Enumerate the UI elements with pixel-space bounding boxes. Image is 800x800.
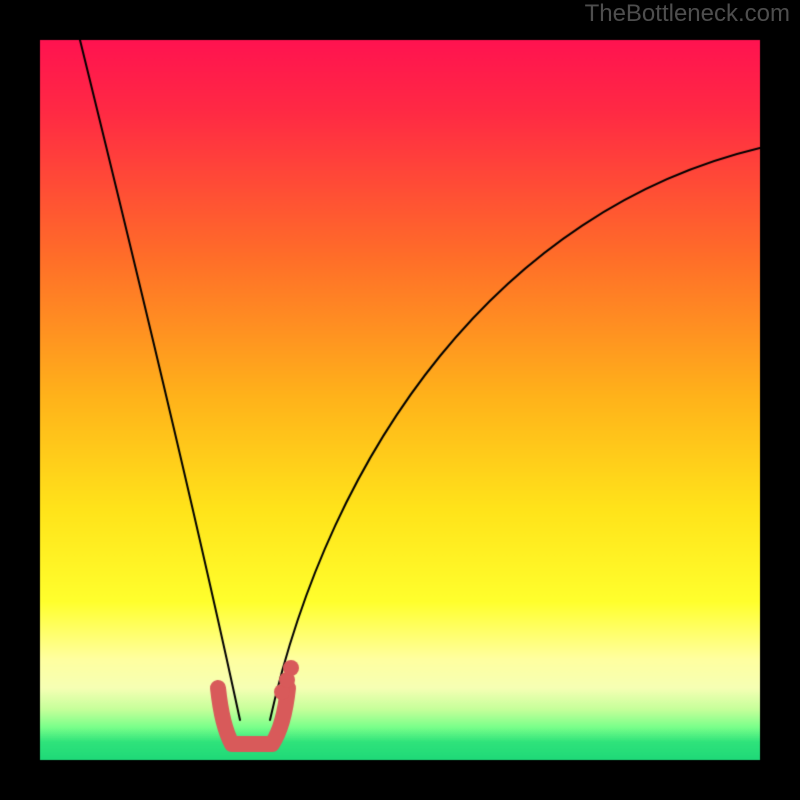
bottleneck-chart bbox=[0, 0, 800, 800]
watermark-text: TheBottleneck.com bbox=[585, 0, 790, 28]
